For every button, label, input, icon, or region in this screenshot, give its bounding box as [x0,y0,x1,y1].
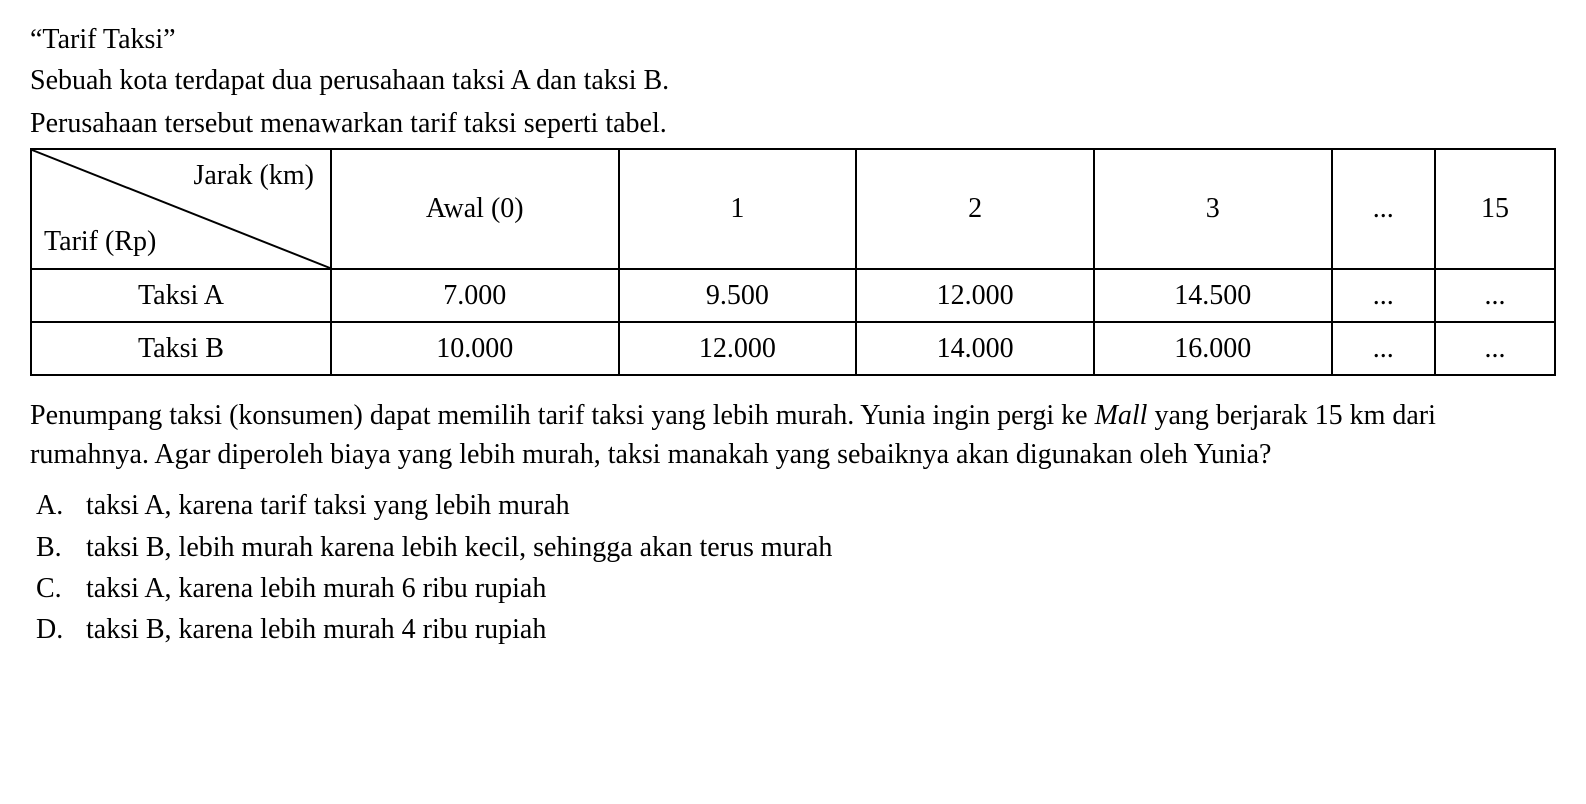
option-text: taksi B, lebih murah karena lebih kecil,… [86,528,1556,567]
diag-top-label: Jarak (km) [193,156,314,195]
option-text: taksi A, karena tarif taksi yang lebih m… [86,486,1556,525]
option-letter: B. [36,528,86,567]
tarif-table: Jarak (km) Tarif (Rp) Awal (0) 1 2 3 ...… [30,148,1556,376]
cell: 12.000 [856,269,1094,322]
cell: 16.000 [1094,322,1332,375]
cell: 14.500 [1094,269,1332,322]
col-header: 1 [619,149,857,269]
question-italic: Mall [1095,400,1148,431]
question-text: Penumpang taksi (konsumen) dapat memilih… [30,396,1556,474]
cell: ... [1332,269,1435,322]
diag-header-cell: Jarak (km) Tarif (Rp) [31,149,331,269]
cell: 10.000 [331,322,619,375]
cell: ... [1435,322,1555,375]
col-header: ... [1332,149,1435,269]
option-letter: D. [36,610,86,649]
option-letter: C. [36,569,86,608]
diag-bottom-label: Tarif (Rp) [44,222,156,261]
option-letter: A. [36,486,86,525]
col-header: 2 [856,149,1094,269]
table-header-row: Jarak (km) Tarif (Rp) Awal (0) 1 2 3 ...… [31,149,1555,269]
cell: ... [1332,322,1435,375]
cell: 12.000 [619,322,857,375]
cell: 14.000 [856,322,1094,375]
col-header: 15 [1435,149,1555,269]
option-a: A. taksi A, karena tarif taksi yang lebi… [36,486,1556,525]
row-label: Taksi A [31,269,331,322]
option-text: taksi B, karena lebih murah 4 ribu rupia… [86,610,1556,649]
intro-line-1: Sebuah kota terdapat dua perusahaan taks… [30,61,1556,100]
question-part1: Penumpang taksi (konsumen) dapat memilih… [30,400,1095,431]
options-list: A. taksi A, karena tarif taksi yang lebi… [30,486,1556,649]
cell: 7.000 [331,269,619,322]
col-header: Awal (0) [331,149,619,269]
row-label: Taksi B [31,322,331,375]
cell: 9.500 [619,269,857,322]
col-header: 3 [1094,149,1332,269]
cell: ... [1435,269,1555,322]
option-d: D. taksi B, karena lebih murah 4 ribu ru… [36,610,1556,649]
option-b: B. taksi B, lebih murah karena lebih kec… [36,528,1556,567]
option-text: taksi A, karena lebih murah 6 ribu rupia… [86,569,1556,608]
intro-line-2: Perusahaan tersebut menawarkan tarif tak… [30,104,1556,143]
title: “Tarif Taksi” [30,20,1556,59]
table-row: Taksi A 7.000 9.500 12.000 14.500 ... ..… [31,269,1555,322]
table-row: Taksi B 10.000 12.000 14.000 16.000 ... … [31,322,1555,375]
option-c: C. taksi A, karena lebih murah 6 ribu ru… [36,569,1556,608]
